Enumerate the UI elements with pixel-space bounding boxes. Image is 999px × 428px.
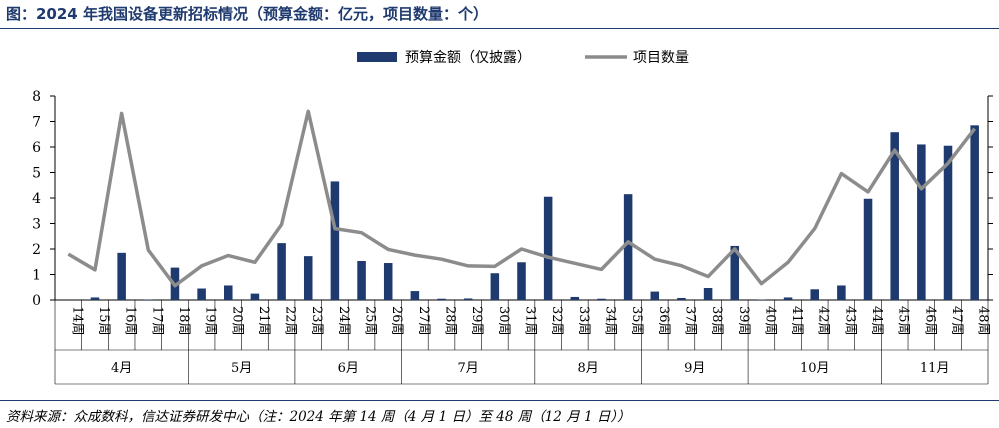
x-tick-label: 34周 (602, 306, 617, 336)
bar (810, 289, 819, 300)
x-tick-label: 14周 (69, 306, 84, 336)
x-tick-label: 18周 (176, 306, 191, 336)
bar (224, 285, 233, 300)
x-tick-label: 36周 (656, 306, 671, 336)
bar (970, 125, 979, 300)
x-tick-label: 47周 (949, 306, 964, 336)
bar (437, 298, 446, 300)
x-tick-label: 41周 (789, 306, 804, 336)
bar (383, 263, 393, 300)
bar (837, 285, 846, 300)
bar (490, 273, 500, 300)
bar (410, 291, 420, 300)
legend-bar-label: 预算金额（仅披露） (405, 50, 531, 66)
left-axis-tick-label: 6 (32, 140, 41, 156)
x-tick-label: 35周 (629, 306, 644, 336)
left-axis-tick-label: 5 (32, 166, 41, 182)
x-tick-label: 23周 (309, 306, 324, 336)
x-tick-label: 32周 (549, 306, 564, 336)
title-bar: 图：2024 年我国设备更新招标情况（预算金额：亿元，项目数量：个） (0, 0, 999, 29)
x-tick-label: 31周 (523, 306, 538, 336)
month-label: 7月 (458, 361, 479, 376)
x-tick-label: 37周 (682, 306, 697, 336)
bar (730, 245, 740, 300)
figure-title: 图：2024 年我国设备更新招标情况（预算金额：亿元，项目数量：个） (6, 5, 488, 23)
x-tick-label: 16周 (123, 306, 138, 336)
x-tick-label: 25周 (363, 306, 378, 336)
bar (570, 296, 580, 300)
x-tick-label: 20周 (229, 306, 244, 336)
bar (517, 262, 526, 300)
left-axis-tick-label: 8 (32, 89, 41, 105)
x-tick-label: 22周 (283, 306, 298, 336)
bar (890, 132, 899, 300)
bar (757, 299, 766, 300)
x-tick-label: 40周 (762, 306, 777, 336)
bar (597, 298, 606, 300)
left-axis-tick-label: 7 (32, 115, 41, 131)
bar (783, 297, 793, 300)
x-tick-label: 42周 (816, 306, 831, 336)
bar (623, 194, 633, 300)
x-tick-label: 28周 (443, 306, 458, 336)
month-label: 10月 (800, 361, 830, 376)
bar (90, 297, 100, 300)
bar (543, 196, 553, 300)
chart-area: 预算金额（仅披露） 项目数量 0 1 2 3 4 5 6 7 8 14周 15周 16周 17周 18周 1… (32, 50, 993, 385)
month-label: 4月 (111, 361, 132, 376)
x-tick-label: 29周 (469, 306, 484, 336)
plot: 0 1 2 3 4 5 6 7 8 14周 15周 16周 17周 18周 19周 20周 21周 22周 23周 2… (32, 89, 993, 385)
x-tick-label: 19周 (203, 306, 218, 336)
bar (357, 260, 366, 300)
line-series (67, 109, 977, 288)
month-label: 6月 (338, 361, 359, 376)
bar (863, 198, 873, 300)
x-tick-label: 33周 (576, 306, 591, 336)
bar (943, 145, 953, 300)
left-axis-tick-label: 4 (32, 191, 41, 207)
left-axis-tick-label: 2 (32, 242, 41, 258)
x-tick-label: 17周 (149, 306, 164, 336)
legend-line-label: 项目数量 (633, 50, 689, 66)
x-tick-label: 45周 (896, 306, 911, 336)
x-tick-label: 21周 (256, 306, 271, 336)
month-label: 11月 (920, 361, 950, 376)
x-tick-label: 27周 (416, 306, 431, 336)
bar (197, 288, 206, 300)
x-tick-label: 43周 (842, 306, 857, 336)
bar (917, 144, 926, 300)
x-tick-label: 30周 (496, 306, 511, 336)
x-tick-label: 24周 (336, 306, 351, 336)
month-label: 5月 (231, 361, 252, 376)
bar (250, 293, 260, 300)
x-tick-label: 26周 (389, 306, 404, 336)
left-axis-tick-label: 1 (32, 268, 41, 284)
x-tick-label: 44周 (869, 306, 884, 336)
x-tick-label: 48周 (976, 306, 991, 336)
source-bar: 资料来源：众成数科，信达证券研发中心（注：2024 年第 14 周（4 月 1 … (0, 400, 999, 428)
bar (677, 297, 686, 300)
left-axis-tick-label: 0 (32, 293, 41, 309)
bar (330, 181, 340, 300)
month-label: 8月 (578, 361, 599, 376)
bar (303, 256, 313, 300)
left-axis-tick-label: 3 (32, 217, 41, 233)
legend: 预算金额（仅披露） 项目数量 (357, 50, 689, 66)
x-tick-label: 15周 (96, 306, 111, 336)
bar (144, 299, 153, 300)
x-tick-label: 38周 (709, 306, 724, 336)
x-tick-label: 46周 (922, 306, 937, 336)
legend-bar-swatch (357, 52, 397, 62)
source-note: 资料来源：众成数科，信达证券研发中心（注：2024 年第 14 周（4 月 1 … (6, 409, 631, 425)
bar (277, 243, 286, 300)
bar (703, 288, 713, 300)
bar (463, 298, 473, 300)
bar (117, 252, 126, 300)
x-tick-label: 39周 (736, 306, 751, 336)
month-label: 9月 (684, 361, 705, 376)
bar (650, 291, 660, 300)
